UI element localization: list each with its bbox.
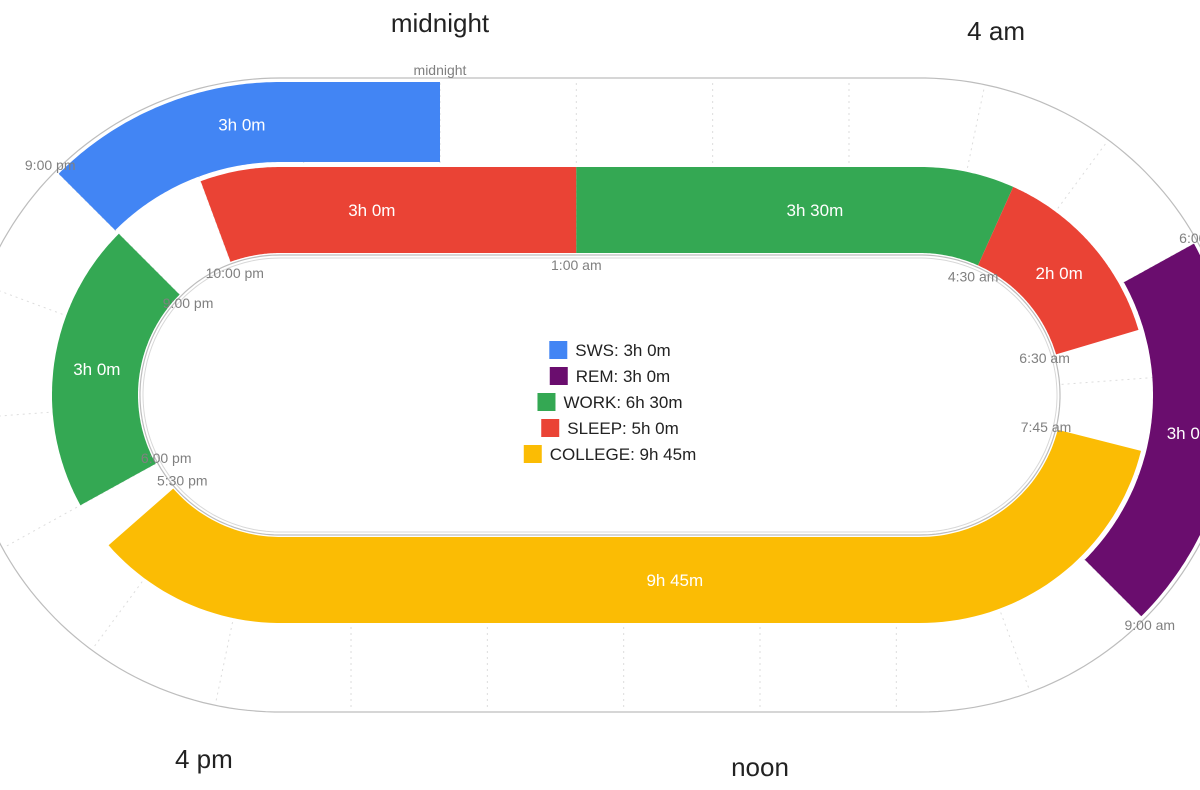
clock-label: 4 am — [967, 16, 1025, 46]
segment-rem — [1084, 243, 1200, 617]
legend-label: REM: 3h 0m — [576, 367, 670, 386]
legend: SWS: 3h 0m REM: 3h 0m WORK: 6h 30m SLEEP: 5… — [523, 341, 696, 464]
segment-college — [108, 429, 1142, 623]
segment-sws — [58, 82, 440, 231]
time-label: midnight — [414, 62, 467, 78]
legend-swatch — [523, 445, 542, 463]
legend-item: COLLEGE: 9h 45m — [523, 445, 696, 464]
legend-label: COLLEGE: 9h 45m — [550, 445, 696, 464]
legend-label: WORK: 6h 30m — [563, 393, 682, 412]
hour-gridline — [0, 290, 148, 347]
segment-duration-label: 3h 0m — [348, 201, 395, 220]
legend-label: SLEEP: 5h 0m — [567, 419, 679, 438]
legend-item: WORK: 6h 30m — [537, 393, 683, 412]
time-label: 5:30 pm — [157, 473, 208, 489]
time-label: 4:30 am — [948, 268, 999, 284]
inner-track-shadow — [142, 257, 1058, 533]
segment-duration-label: 3h 0m — [1167, 424, 1200, 443]
time-label: 1:00 am — [551, 257, 602, 273]
inner-track-outline — [139, 254, 1061, 536]
segment-duration-label: 3h 0m — [218, 116, 265, 135]
hour-gridline — [1020, 495, 1144, 619]
time-label: 6:30 am — [1019, 350, 1070, 366]
segment-duration-label: 9h 45m — [646, 571, 703, 590]
legend-item: SWS: 3h 0m — [549, 341, 671, 360]
legend-swatch — [549, 367, 568, 385]
hour-gridline — [4, 463, 156, 548]
hour-gridline — [948, 86, 985, 257]
schedule-segments: 3h 0m 3h 0m 3h 30m 2h 0m 3h 0m 9h 45m 3h 0m — [52, 82, 1200, 623]
segment-duration-label: 2h 0m — [1035, 264, 1082, 283]
legend-label: SWS: 3h 0m — [575, 341, 670, 360]
clock-label: 4 pm — [175, 744, 233, 774]
time-label: 9:00 am — [1125, 617, 1176, 633]
clock-label: noon — [731, 752, 789, 782]
hour-gridline — [1003, 141, 1108, 282]
hour-gridline — [215, 533, 252, 704]
legend-item: REM: 3h 0m — [549, 367, 670, 386]
segment-duration-label: 3h 0m — [73, 360, 120, 379]
segment-work — [576, 167, 1014, 266]
segment-sleep — [978, 186, 1139, 355]
time-label: 6:00 pm — [141, 450, 192, 466]
time-label: 9:00 pm — [163, 295, 214, 311]
segment-sleep — [200, 167, 577, 262]
time-label: 7:45 am — [1021, 419, 1072, 435]
track-outlines — [0, 77, 1200, 713]
clock-label: midnight — [391, 8, 490, 38]
time-label: 9:00 pm — [25, 157, 76, 173]
legend-swatch — [541, 419, 560, 437]
legend-item: SLEEP: 5h 0m — [541, 419, 679, 438]
segment-duration-label: 3h 30m — [787, 201, 844, 220]
segment-work — [52, 233, 180, 506]
hour-gridline — [92, 508, 197, 649]
legend-swatch — [537, 393, 556, 411]
time-label: 6:00 am — [1179, 230, 1200, 246]
hour-gridline — [968, 527, 1031, 691]
outer-track-outline — [0, 77, 1200, 713]
time-labels: 9:00 pm midnight 10:00 pm 1:00 am 4:30 am 6:3… — [25, 62, 1200, 633]
legend-swatch — [549, 341, 568, 359]
time-label: 10:00 pm — [206, 265, 264, 281]
